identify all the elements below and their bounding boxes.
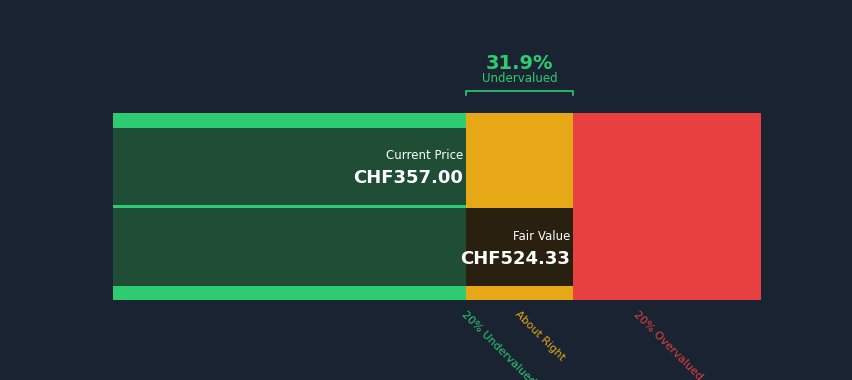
Bar — [113, 128, 466, 205]
Bar — [113, 113, 466, 128]
Text: Fair Value: Fair Value — [512, 230, 569, 242]
Bar — [113, 208, 466, 286]
Text: Undervalued: Undervalued — [481, 72, 557, 85]
Bar — [113, 286, 466, 300]
Bar — [466, 286, 573, 300]
Bar — [113, 128, 466, 205]
Text: CHF524.33: CHF524.33 — [459, 250, 569, 268]
Bar — [466, 208, 573, 286]
Text: CHF357.00: CHF357.00 — [353, 169, 463, 187]
Bar — [573, 208, 760, 286]
Bar — [466, 113, 573, 128]
Text: 20% Overvalued: 20% Overvalued — [631, 309, 704, 380]
Bar — [573, 113, 760, 128]
Bar — [113, 205, 466, 208]
Bar — [113, 208, 573, 286]
Text: Current Price: Current Price — [385, 149, 463, 162]
Bar — [573, 286, 760, 300]
Bar — [573, 205, 760, 208]
Text: 20% Undervalued: 20% Undervalued — [458, 309, 536, 380]
Bar — [573, 128, 760, 205]
Bar — [466, 208, 573, 286]
Text: 31.9%: 31.9% — [486, 54, 553, 73]
Bar — [466, 128, 573, 205]
Text: About Right: About Right — [512, 309, 566, 363]
Bar — [466, 205, 573, 208]
